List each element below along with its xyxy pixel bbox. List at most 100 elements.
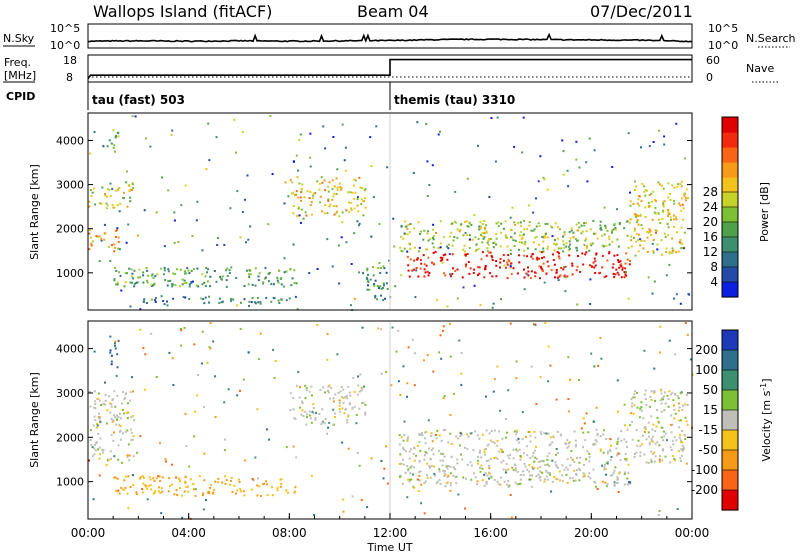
heatmap-cell bbox=[132, 187, 135, 190]
heatmap-cell bbox=[464, 221, 466, 223]
heatmap-cell bbox=[672, 443, 675, 446]
heatmap-cell bbox=[388, 259, 391, 262]
heatmap-cell bbox=[523, 288, 526, 291]
heatmap-cell bbox=[423, 263, 426, 266]
heatmap-cell bbox=[483, 484, 486, 487]
heatmap-cell bbox=[620, 265, 623, 268]
heatmap-cell bbox=[280, 277, 283, 279]
heatmap-cell bbox=[195, 284, 198, 287]
heatmap-cell bbox=[655, 425, 658, 428]
heatmap-cell bbox=[481, 433, 484, 436]
heatmap-cell bbox=[606, 482, 609, 485]
heatmap-cell bbox=[179, 268, 182, 271]
heatmap-cell bbox=[423, 268, 426, 271]
heatmap-cell bbox=[136, 451, 139, 454]
heatmap-cell bbox=[461, 458, 464, 461]
heatmap-cell bbox=[195, 488, 197, 491]
heatmap-cell bbox=[112, 439, 115, 442]
heatmap-cell bbox=[100, 237, 103, 240]
colorbar-swatch bbox=[722, 222, 738, 238]
heatmap-cell bbox=[446, 476, 449, 479]
heatmap-cell bbox=[615, 268, 618, 271]
heatmap-cell bbox=[117, 247, 120, 250]
colorbar-frame bbox=[721, 329, 739, 511]
heatmap-cell bbox=[209, 347, 212, 350]
heatmap-cell bbox=[668, 390, 671, 393]
heatmap-cell bbox=[327, 190, 330, 193]
heatmap-cell bbox=[185, 486, 188, 489]
heatmap-cell bbox=[386, 482, 389, 485]
heatmap-cell bbox=[129, 200, 132, 203]
heatmap-cell bbox=[547, 345, 550, 348]
heatmap-cell bbox=[658, 444, 661, 447]
freq-label-line1: Freq. bbox=[4, 56, 31, 69]
heatmap-cell bbox=[436, 299, 439, 302]
heatmap-cell bbox=[636, 219, 639, 222]
heatmap-cell bbox=[470, 478, 473, 481]
heatmap-cell bbox=[295, 154, 298, 157]
heatmap-cell bbox=[188, 298, 191, 300]
heatmap-cell bbox=[662, 430, 665, 433]
heatmap-cell bbox=[604, 467, 607, 470]
heatmap-cell bbox=[413, 352, 416, 355]
heatmap-cell bbox=[686, 423, 689, 426]
heatmap-cell bbox=[508, 260, 510, 262]
heatmap-cell bbox=[254, 456, 257, 459]
heatmap-cell bbox=[395, 350, 398, 353]
heatmap-cell bbox=[342, 510, 345, 513]
heatmap-cell bbox=[555, 453, 558, 456]
heatmap-cell bbox=[663, 435, 666, 438]
heatmap-cell bbox=[276, 487, 279, 490]
heatmap-cell bbox=[634, 453, 636, 455]
heatmap-cell bbox=[415, 267, 418, 269]
heatmap-cell bbox=[328, 421, 331, 424]
heatmap-cell bbox=[346, 418, 349, 421]
heatmap-cell bbox=[146, 487, 149, 490]
heatmap-cell bbox=[98, 446, 101, 449]
heatmap-cell bbox=[324, 189, 327, 192]
heatmap-cell bbox=[93, 390, 96, 393]
heatmap-cell bbox=[358, 222, 361, 225]
heatmap-cell bbox=[127, 507, 130, 510]
heatmap-cell bbox=[94, 203, 97, 206]
heatmap-cell bbox=[499, 476, 502, 479]
heatmap-cell bbox=[682, 207, 685, 210]
heatmap-cell bbox=[298, 214, 301, 217]
heatmap-cell bbox=[232, 298, 235, 301]
heatmap-cell bbox=[398, 443, 401, 446]
heatmap-cell bbox=[193, 435, 196, 438]
heatmap-cell bbox=[442, 459, 445, 462]
heatmap-cell bbox=[115, 134, 117, 137]
heatmap-cell bbox=[454, 468, 457, 471]
heatmap-cell bbox=[585, 230, 588, 233]
heatmap-cell bbox=[523, 268, 525, 271]
heatmap-cell bbox=[251, 478, 254, 481]
heatmap-cell bbox=[311, 213, 313, 216]
heatmap-cell bbox=[603, 468, 606, 471]
heatmap-cell bbox=[668, 339, 671, 342]
heatmap-cell bbox=[143, 298, 146, 301]
heatmap-cell bbox=[617, 259, 620, 262]
heatmap-cell bbox=[294, 490, 297, 493]
heatmap-cell bbox=[658, 461, 661, 463]
heatmap-cell bbox=[660, 402, 663, 405]
heatmap-cell bbox=[105, 207, 108, 210]
heatmap-cell bbox=[656, 416, 659, 419]
heatmap-cell bbox=[113, 342, 116, 345]
heatmap-cell bbox=[382, 286, 384, 289]
heatmap-cell bbox=[543, 281, 546, 284]
heatmap-cell bbox=[442, 397, 445, 400]
heatmap-cell bbox=[531, 474, 534, 477]
heatmap-cell bbox=[591, 266, 594, 268]
heatmap-cell bbox=[588, 472, 591, 475]
heatmap-cell bbox=[624, 262, 627, 265]
heatmap-cell bbox=[449, 465, 452, 468]
heatmap-cell bbox=[280, 478, 283, 481]
heatmap-cell bbox=[523, 254, 526, 257]
heatmap-cell bbox=[639, 445, 642, 448]
heatmap-cell bbox=[664, 432, 667, 435]
heatmap-cell bbox=[139, 476, 142, 479]
heatmap-cell bbox=[629, 481, 632, 484]
heatmap-cell bbox=[134, 115, 137, 118]
heatmap-cell bbox=[428, 465, 431, 468]
